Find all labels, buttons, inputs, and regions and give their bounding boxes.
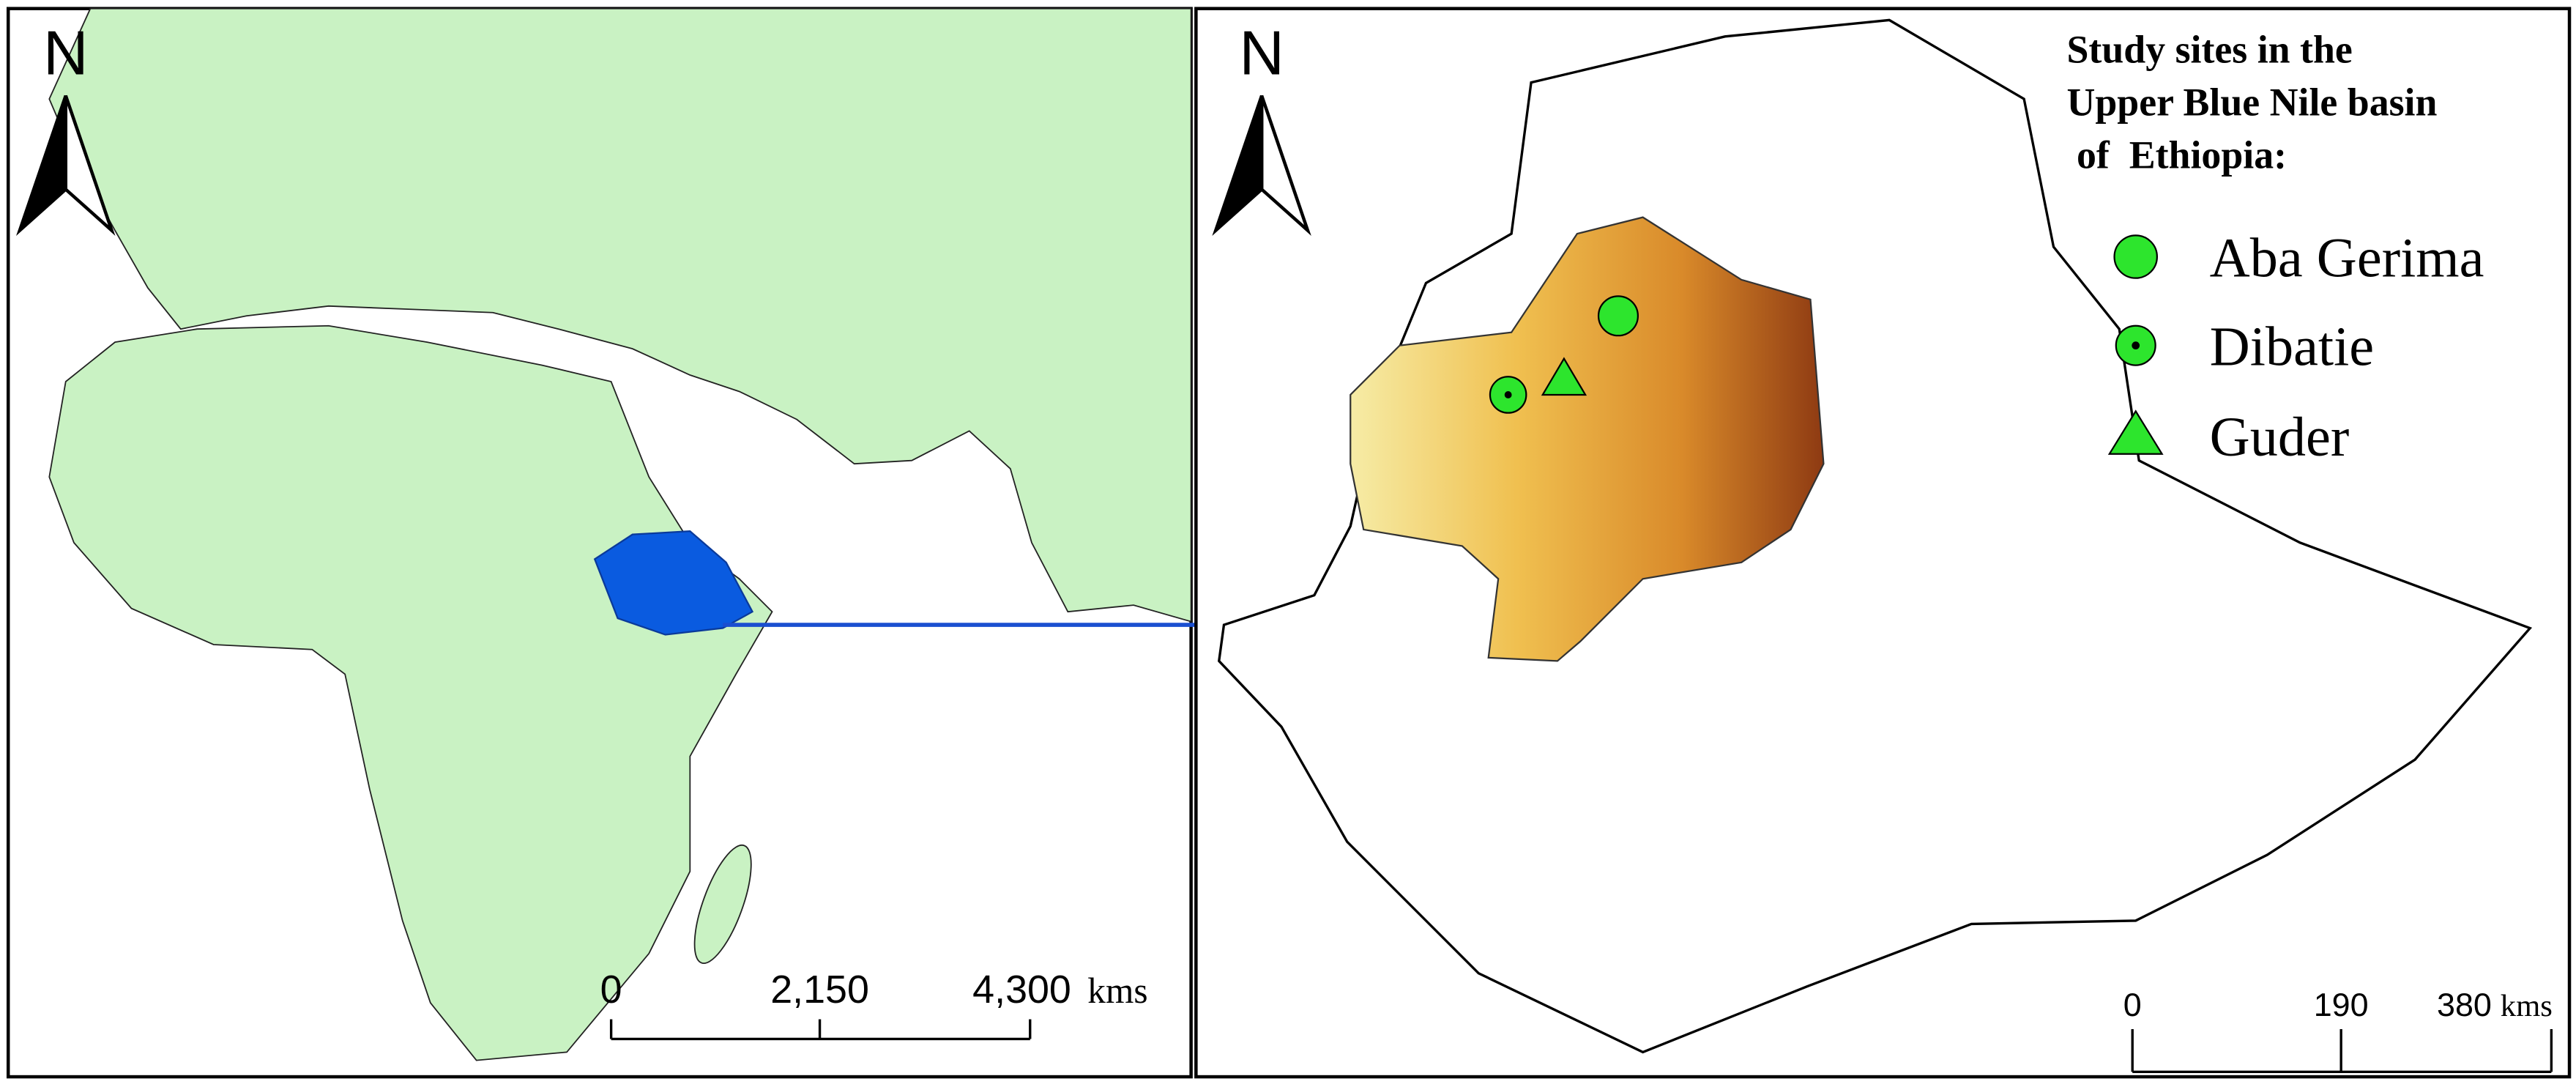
site-marker [1597,295,1639,337]
scale-label: 380 [2437,986,2492,1023]
legend-title: of Ethiopia: [2077,133,2287,177]
legend-label: Aba Gerima [2210,226,2484,289]
scale-bar: 0 190 380 kms [2123,986,2553,1074]
scale-label: 2,150 [770,968,869,1012]
ethiopia-map: N Study sites in the Upper Blue Nile bas… [1194,7,2572,1079]
north-label: N [1239,18,1284,88]
scale-label: 0 [600,968,622,1012]
scale-unit: kms [1087,971,1147,1011]
north-label: N [43,18,89,88]
legend-title: Study sites in the [2066,28,2352,72]
legend-symbol [2113,234,2158,279]
legend-symbol [2107,409,2164,455]
world-map: N 0 2,150 4,300 kms [6,7,1193,1079]
scale-bar: 0 2,150 4,300 kms [600,968,1148,1041]
scale-unit: kms [2501,989,2553,1023]
north-arrow [1212,94,1264,236]
north-arrow [16,94,67,236]
ethiopia-highlight [593,530,754,636]
site-marker-dot [1504,391,1512,398]
legend-symbol-dot [2132,341,2140,350]
blue-nile-basin [1350,216,1825,662]
madagascar [693,844,752,965]
scale-label: 4,300 [972,968,1071,1012]
scale-label: 0 [2123,986,2142,1023]
scale-label: 190 [2314,986,2369,1023]
legend: Study sites in the Upper Blue Nile basin… [2066,28,2484,468]
legend-title: Upper Blue Nile basin [2066,81,2437,125]
legend-label: Dibatie [2210,316,2374,378]
eurasia [48,7,1192,623]
site-marker [1541,357,1587,396]
africa [48,324,773,1061]
legend-label: Guder [2210,406,2350,468]
